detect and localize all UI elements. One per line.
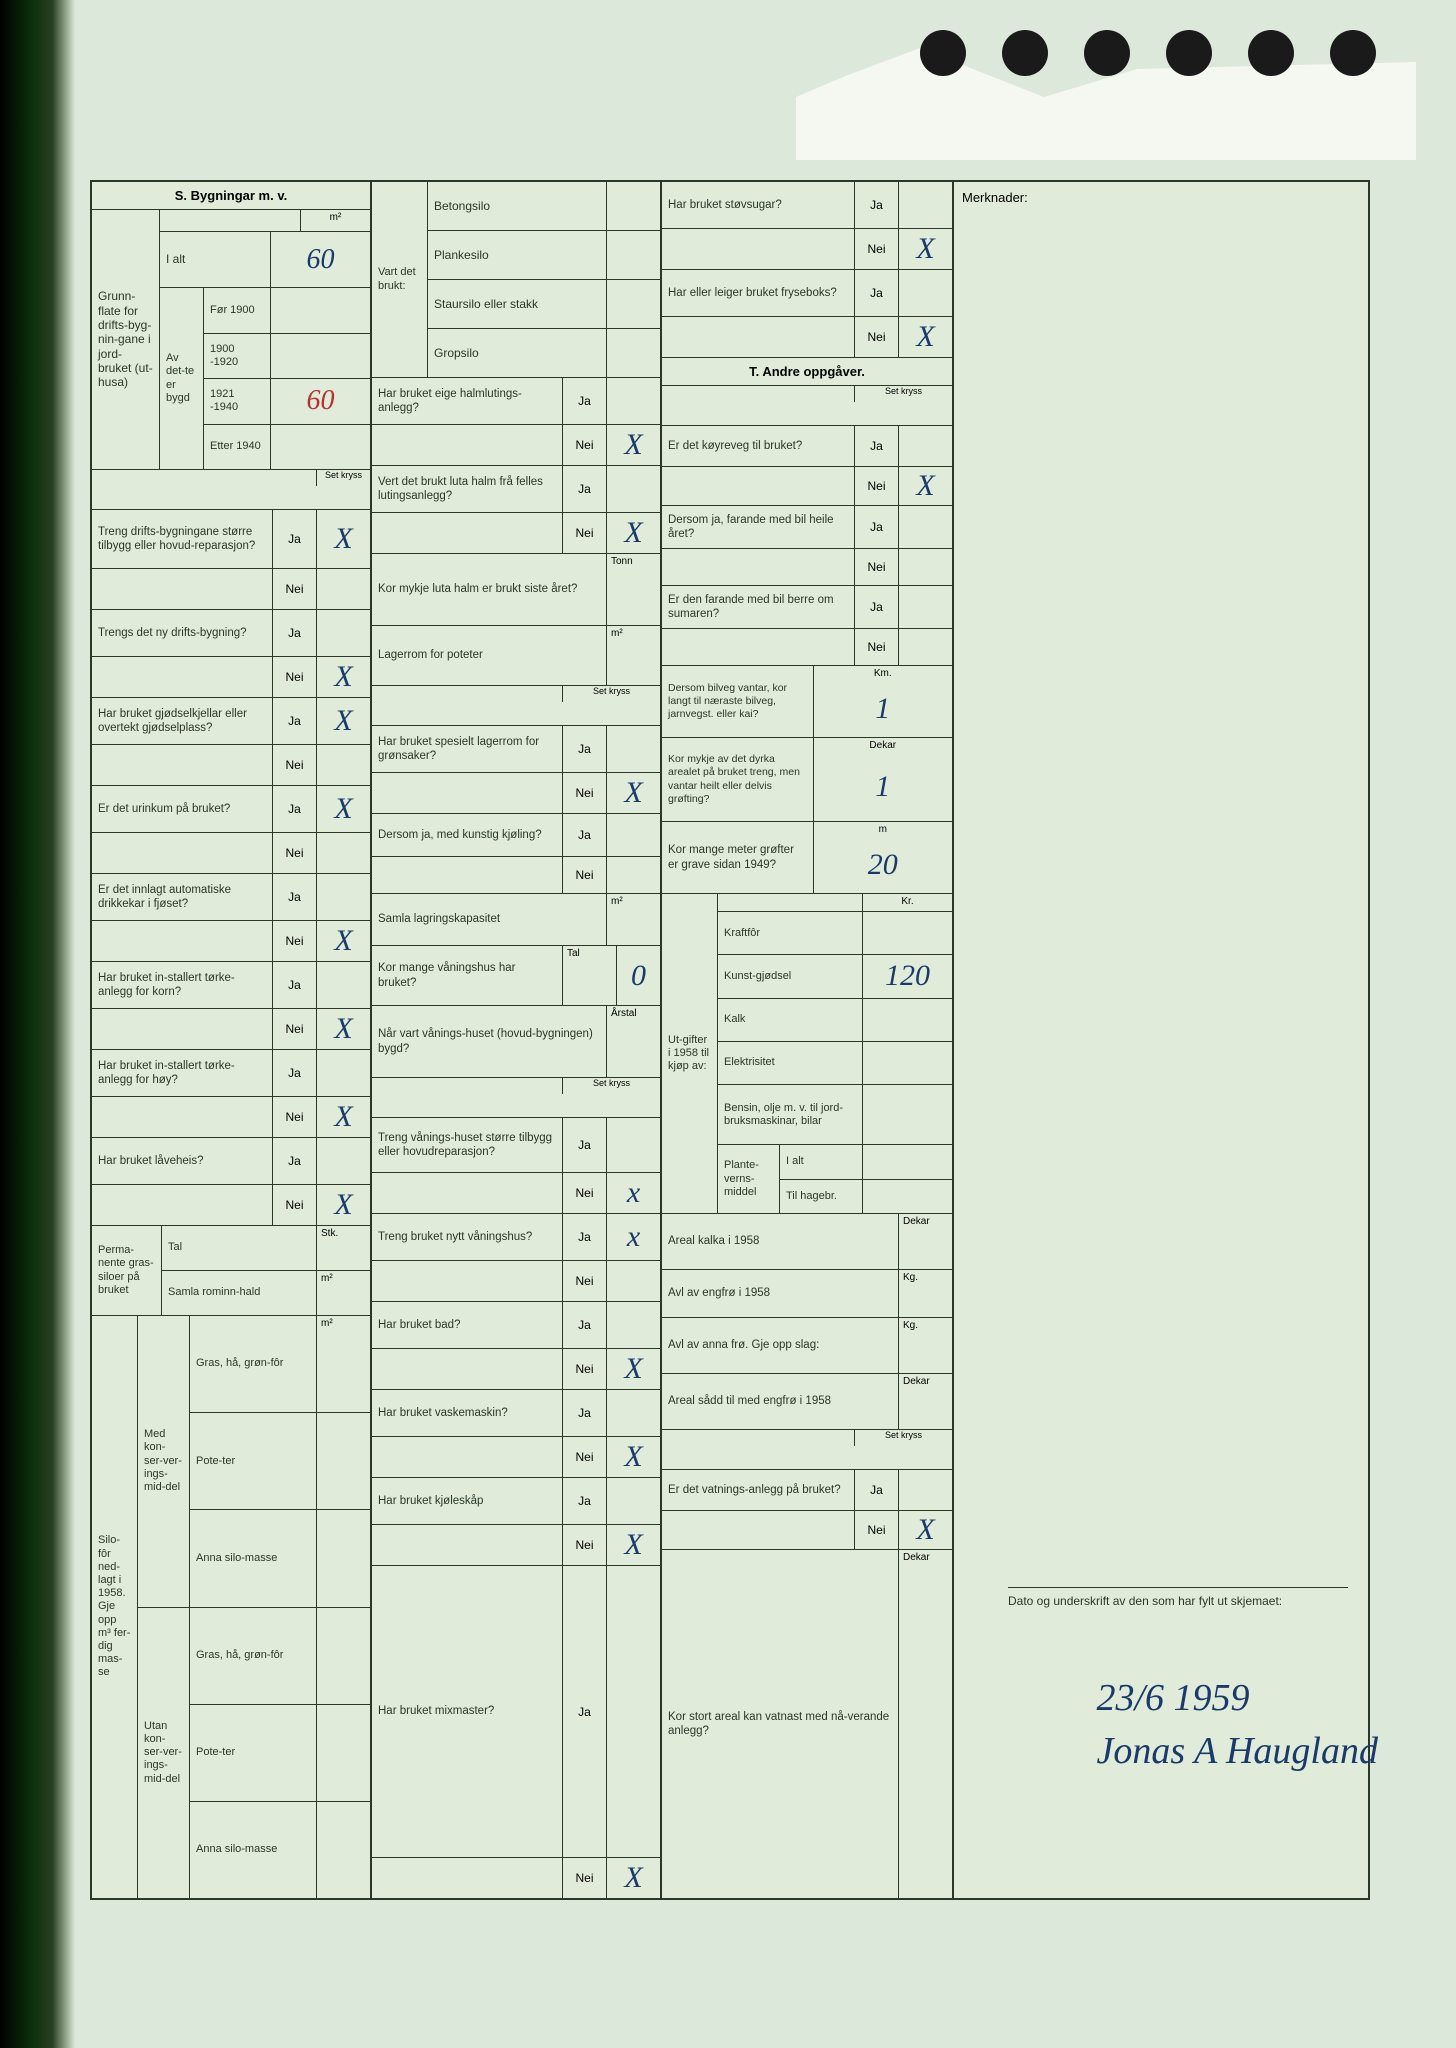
merknader-label: Merknader:	[954, 182, 1368, 213]
grofter-m-value: 20	[814, 837, 953, 893]
signature-date: 23/6 1959	[1097, 1672, 1379, 1725]
q-treng-nytt: Treng bruket nytt våningshus?Jax Nei	[372, 1214, 660, 1302]
q-laveheis: Har bruket låveheis?Ja NeiX	[92, 1138, 370, 1226]
q-koyreveg: Er det køyreveg til bruket?Ja NeiX	[662, 426, 952, 506]
q-ny-driftsbygning: Trengs det ny drifts-bygning?Ja NeiX	[92, 610, 370, 698]
m2-label: m²	[300, 210, 370, 231]
utgifter-label: Ut-gifter i 1958 til kjøp av:	[662, 894, 718, 1213]
ialt-label: I alt	[160, 232, 270, 287]
spiral-holes	[920, 30, 1376, 76]
q-luta-halm: Vert det brukt luta halm frå felles luti…	[372, 466, 660, 554]
grunnflate-label: Grunn-flate for drifts-byg-nin-gane i jo…	[92, 210, 160, 469]
q-heile-aret: Dersom ja, farande med bil heile året?Ja…	[662, 506, 952, 586]
q-torke-hoy: Har bruket in-stallert tørke-anlegg for …	[92, 1050, 370, 1138]
q-kjoling: Dersom ja, med kunstig kjøling?Ja Nei	[372, 814, 660, 894]
period-1921-value: 60	[270, 379, 370, 424]
q-gronsaker: Har bruket spesielt lagerrom for grønsak…	[372, 726, 660, 814]
permanente-label: Perma-nente gras-siloer på bruket	[92, 1226, 162, 1315]
vart-brukt-label: Vart det brukt:	[372, 182, 428, 377]
scanned-page: S. Bygningar m. v. Grunn-flate for drift…	[0, 0, 1456, 2048]
q-fryseboks: Har eller leiger bruket fryseboks?Ja Nei…	[662, 270, 952, 358]
signature-block: 23/6 1959 Jonas A Haugland	[1097, 1672, 1379, 1778]
q-tilbygg: Treng drifts-bygningane større tilbygg e…	[92, 510, 370, 610]
q-stovsugar: Har bruket støvsugar?Ja NeiX	[662, 182, 952, 270]
q-drikkekar: Er det innlagt automatiske drikkekar i f…	[92, 874, 370, 962]
section-s-title: S. Bygningar m. v.	[92, 182, 370, 210]
column-merknader: Merknader: Dato og underskrift av den so…	[954, 182, 1368, 1898]
vaningshus-value: 0	[616, 946, 660, 1005]
form-table: S. Bygningar m. v. Grunn-flate for drift…	[90, 180, 1370, 1900]
bilveg-km-value: 1	[814, 681, 953, 737]
ialt-value: 60	[270, 232, 370, 287]
column-s-bygningar: S. Bygningar m. v. Grunn-flate for drift…	[92, 182, 372, 1898]
signature-caption: Dato og underskrift av den som har fylt …	[1008, 1587, 1348, 1608]
signature-name: Jonas A Haugland	[1097, 1725, 1379, 1778]
kunstgjodsel-value: 120	[862, 955, 952, 997]
grofting-dekar-value: 1	[814, 753, 953, 821]
q-gjodselkjellar: Har bruket gjødselkjellar eller overtekt…	[92, 698, 370, 786]
q-kjoleskaap: Har bruket kjøleskåpJa NeiX	[372, 1478, 660, 1566]
q-halmlutings: Har bruket eige halmlutings-anlegg?Ja Ne…	[372, 378, 660, 466]
section-t-title: T. Andre oppgåver.	[662, 358, 952, 386]
q-torke-korn: Har bruket in-stallert tørke-anlegg for …	[92, 962, 370, 1050]
q-vatningsanlegg: Er det vatnings-anlegg på bruket?Ja NeiX	[662, 1470, 952, 1550]
scan-dark-edge	[0, 0, 75, 2048]
q-treng-tilbygg: Treng vånings-huset større tilbygg eller…	[372, 1118, 660, 1214]
q-vaskemaskin: Har bruket vaskemaskin?Ja NeiX	[372, 1390, 660, 1478]
column-c: Har bruket støvsugar?Ja NeiX Har eller l…	[662, 182, 954, 1898]
av-dette-label: Av det-te er bygd	[160, 288, 204, 469]
silofor-label: Silo-fôr ned-lagt i 1958. Gje opp m³ fer…	[92, 1316, 138, 1898]
q-urinkum: Er det urinkum på bruket?JaX Nei	[92, 786, 370, 874]
q-sumaren: Er den farande med bil berre om sumaren?…	[662, 586, 952, 666]
column-b: Vart det brukt: Betongsilo Plankesilo St…	[372, 182, 662, 1898]
q-bad: Har bruket bad?Ja NeiX	[372, 1302, 660, 1390]
q-mixmaster: Har bruket mixmaster?Ja NeiX	[372, 1566, 660, 1898]
